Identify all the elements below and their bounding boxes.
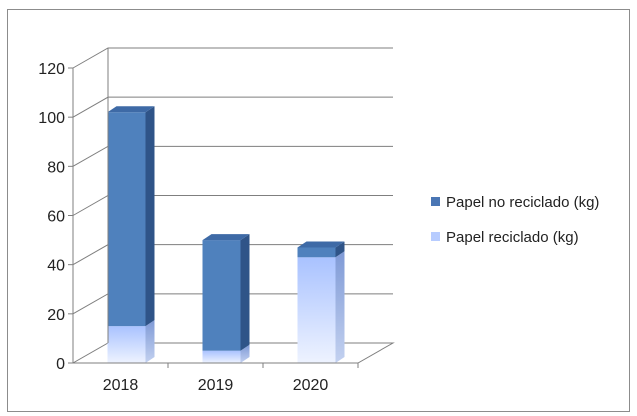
bar-side bbox=[335, 251, 345, 363]
bar-side bbox=[240, 234, 250, 351]
y-tick-label: 100 bbox=[38, 110, 65, 127]
x-tick-label: 2019 bbox=[198, 377, 234, 394]
bar-front bbox=[297, 247, 336, 258]
bar-front bbox=[107, 112, 146, 327]
y-tick-label: 20 bbox=[47, 307, 65, 324]
bar-top bbox=[202, 234, 250, 241]
y-tick-label: 0 bbox=[56, 356, 65, 373]
bar-side bbox=[145, 106, 155, 327]
legend-label-no-reciclado: Papel no reciclado (kg) bbox=[446, 194, 599, 211]
chart-legend: Papel no reciclado (kg) Papel reciclado … bbox=[431, 194, 599, 246]
y-tick-label: 60 bbox=[47, 209, 65, 226]
bar-front bbox=[297, 257, 336, 363]
x-tick-label: 2018 bbox=[103, 377, 139, 394]
legend-label-reciclado: Papel reciclado (kg) bbox=[446, 229, 579, 246]
bar-front bbox=[202, 350, 241, 363]
gridline bbox=[72, 47, 393, 69]
bar-front bbox=[202, 240, 241, 351]
chart-axes: 0 20 40 60 80 100 120 2018 2019 2020 bbox=[38, 48, 359, 394]
bar-top bbox=[297, 241, 345, 248]
legend-swatch-no-reciclado bbox=[431, 197, 440, 206]
x-tick-label: 2020 bbox=[293, 377, 329, 394]
legend-swatch-reciclado bbox=[431, 232, 440, 241]
y-tick-label: 80 bbox=[47, 159, 65, 176]
bar-side bbox=[240, 344, 250, 363]
chart-bars bbox=[107, 106, 345, 363]
bar-side bbox=[145, 320, 155, 363]
bar-front bbox=[107, 326, 146, 363]
bar-side bbox=[335, 241, 345, 258]
bar-top bbox=[107, 106, 155, 113]
y-tick-label: 40 bbox=[47, 258, 65, 275]
y-tick-label: 120 bbox=[38, 61, 65, 78]
